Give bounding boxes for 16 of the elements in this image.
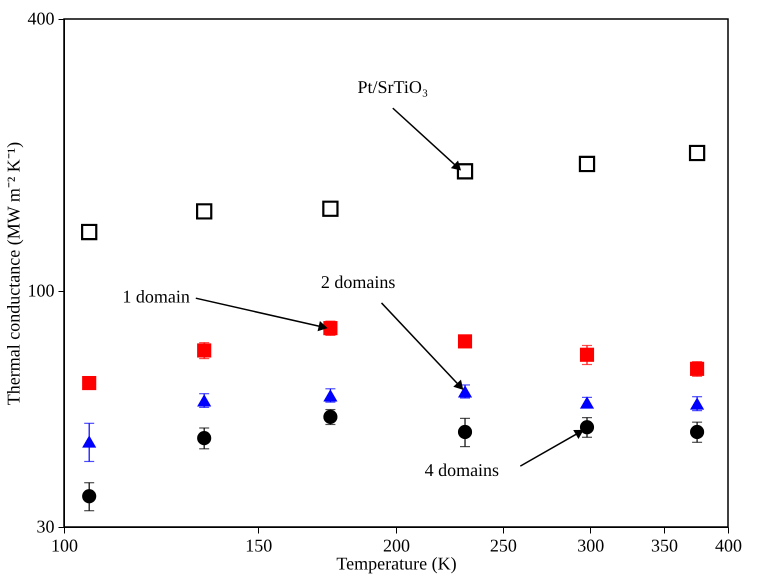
x-tick-label: 400 (715, 536, 742, 556)
y-axis-title: Thermal conductance (MW m⁻² K⁻¹) (4, 142, 24, 406)
x-axis-title: Temperature (K) (336, 554, 457, 574)
annotation: Pt/SrTiO₃ (357, 76, 428, 97)
y-tick-label: 400 (28, 8, 54, 28)
x-tick-label: 300 (577, 536, 604, 556)
annotation: 4 domains (424, 460, 500, 480)
y-tick-label: 30 (36, 516, 54, 536)
annotation: 2 domains (320, 272, 396, 292)
x-tick-label: 250 (490, 536, 517, 556)
y-tick-label: 100 (28, 280, 54, 300)
x-tick-label: 200 (383, 536, 410, 556)
x-tick-label: 150 (245, 536, 272, 556)
annotation: 1 domain (122, 286, 190, 306)
x-tick-label: 350 (651, 536, 678, 556)
x-tick-label: 100 (51, 536, 78, 556)
